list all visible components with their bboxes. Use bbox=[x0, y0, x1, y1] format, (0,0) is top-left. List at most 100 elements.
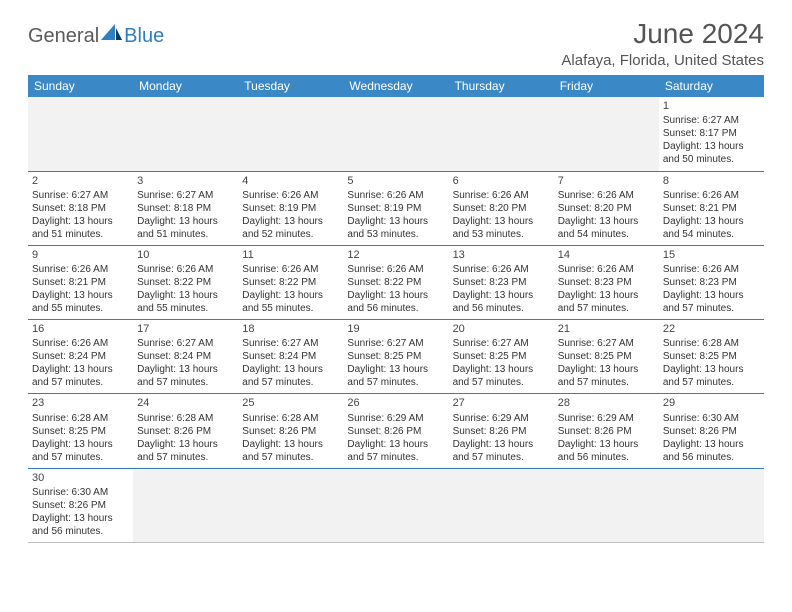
day-number: 12 bbox=[347, 248, 444, 262]
calendar-cell bbox=[554, 97, 659, 171]
calendar-cell: 23Sunrise: 6:28 AMSunset: 8:25 PMDayligh… bbox=[28, 394, 133, 468]
sunset-line: Sunset: 8:26 PM bbox=[137, 425, 234, 438]
daylight-line: Daylight: 13 hours and 55 minutes. bbox=[137, 289, 234, 315]
daylight-line: Daylight: 13 hours and 56 minutes. bbox=[32, 512, 129, 538]
sunset-line: Sunset: 8:24 PM bbox=[242, 350, 339, 363]
day-number: 29 bbox=[663, 396, 760, 410]
day-number: 15 bbox=[663, 248, 760, 262]
sunrise-line: Sunrise: 6:26 AM bbox=[347, 189, 444, 202]
calendar-cell: 17Sunrise: 6:27 AMSunset: 8:24 PMDayligh… bbox=[133, 320, 238, 394]
day-number: 26 bbox=[347, 396, 444, 410]
day-header-row: SundayMondayTuesdayWednesdayThursdayFrid… bbox=[28, 75, 764, 97]
sunrise-line: Sunrise: 6:26 AM bbox=[347, 263, 444, 276]
sunrise-line: Sunrise: 6:26 AM bbox=[453, 263, 550, 276]
sunrise-line: Sunrise: 6:30 AM bbox=[663, 412, 760, 425]
day-header: Friday bbox=[554, 75, 659, 97]
sunrise-line: Sunrise: 6:28 AM bbox=[242, 412, 339, 425]
sunrise-line: Sunrise: 6:28 AM bbox=[663, 337, 760, 350]
sunrise-line: Sunrise: 6:26 AM bbox=[663, 263, 760, 276]
calendar-cell: 25Sunrise: 6:28 AMSunset: 8:26 PMDayligh… bbox=[238, 394, 343, 468]
calendar-row: 30Sunrise: 6:30 AMSunset: 8:26 PMDayligh… bbox=[28, 468, 764, 542]
daylight-line: Daylight: 13 hours and 57 minutes. bbox=[347, 438, 444, 464]
daylight-line: Daylight: 13 hours and 53 minutes. bbox=[453, 215, 550, 241]
daylight-line: Daylight: 13 hours and 50 minutes. bbox=[663, 140, 760, 166]
calendar-cell: 5Sunrise: 6:26 AMSunset: 8:19 PMDaylight… bbox=[343, 171, 448, 245]
day-header: Sunday bbox=[28, 75, 133, 97]
calendar-cell: 9Sunrise: 6:26 AMSunset: 8:21 PMDaylight… bbox=[28, 245, 133, 319]
calendar-cell: 29 Sunrise: 6:30 AMSunset: 8:26 PMDayligh… bbox=[659, 394, 764, 468]
calendar-cell: 24Sunrise: 6:28 AMSunset: 8:26 PMDayligh… bbox=[133, 394, 238, 468]
sunrise-line: Sunrise: 6:27 AM bbox=[453, 337, 550, 350]
calendar-cell: 7Sunrise: 6:26 AMSunset: 8:20 PMDaylight… bbox=[554, 171, 659, 245]
day-header: Thursday bbox=[449, 75, 554, 97]
sunrise-line: Sunrise: 6:29 AM bbox=[347, 412, 444, 425]
calendar-cell bbox=[449, 97, 554, 171]
sunrise-line: Sunrise: 6:26 AM bbox=[32, 263, 129, 276]
daylight-line: Daylight: 13 hours and 57 minutes. bbox=[242, 438, 339, 464]
calendar-row: 2Sunrise: 6:27 AMSunset: 8:18 PMDaylight… bbox=[28, 171, 764, 245]
sunrise-line: Sunrise: 6:27 AM bbox=[558, 337, 655, 350]
daylight-line: Daylight: 13 hours and 57 minutes. bbox=[663, 363, 760, 389]
sunset-line: Sunset: 8:23 PM bbox=[558, 276, 655, 289]
sunrise-line: Sunrise: 6:26 AM bbox=[242, 189, 339, 202]
day-number: 5 bbox=[347, 174, 444, 188]
calendar-cell bbox=[449, 468, 554, 542]
calendar-row: 9Sunrise: 6:26 AMSunset: 8:21 PMDaylight… bbox=[28, 245, 764, 319]
sunset-line: Sunset: 8:24 PM bbox=[32, 350, 129, 363]
calendar-cell: 19Sunrise: 6:27 AMSunset: 8:25 PMDayligh… bbox=[343, 320, 448, 394]
day-number: 16 bbox=[32, 322, 129, 336]
calendar-cell bbox=[238, 468, 343, 542]
calendar-cell: 16Sunrise: 6:26 AMSunset: 8:24 PMDayligh… bbox=[28, 320, 133, 394]
sunset-line: Sunset: 8:25 PM bbox=[558, 350, 655, 363]
day-number: 2 bbox=[32, 174, 129, 188]
sunset-line: Sunset: 8:26 PM bbox=[558, 425, 655, 438]
day-number: 6 bbox=[453, 174, 550, 188]
day-number: 28 bbox=[558, 396, 655, 410]
sunset-line: Sunset: 8:25 PM bbox=[453, 350, 550, 363]
sunset-line: Sunset: 8:22 PM bbox=[242, 276, 339, 289]
sunrise-line: Sunrise: 6:26 AM bbox=[242, 263, 339, 276]
daylight-line: Daylight: 13 hours and 55 minutes. bbox=[32, 289, 129, 315]
daylight-line: Daylight: 13 hours and 56 minutes. bbox=[347, 289, 444, 315]
sunrise-line: Sunrise: 6:26 AM bbox=[137, 263, 234, 276]
daylight-line: Daylight: 13 hours and 54 minutes. bbox=[663, 215, 760, 241]
day-header: Saturday bbox=[659, 75, 764, 97]
calendar-cell: 27Sunrise: 6:29 AMSunset: 8:26 PMDayligh… bbox=[449, 394, 554, 468]
page-header: General Blue June 2024 Alafaya, Florida,… bbox=[28, 18, 764, 69]
calendar-cell bbox=[659, 468, 764, 542]
sunset-line: Sunset: 8:18 PM bbox=[137, 202, 234, 215]
sunset-line: Sunset: 8:22 PM bbox=[347, 276, 444, 289]
daylight-line: Daylight: 13 hours and 57 minutes. bbox=[32, 363, 129, 389]
daylight-line: Daylight: 13 hours and 57 minutes. bbox=[242, 363, 339, 389]
day-number: 7 bbox=[558, 174, 655, 188]
day-number: 20 bbox=[453, 322, 550, 336]
daylight-line: Daylight: 13 hours and 53 minutes. bbox=[347, 215, 444, 241]
sunrise-line: Sunrise: 6:26 AM bbox=[558, 189, 655, 202]
daylight-line: Daylight: 13 hours and 56 minutes. bbox=[558, 438, 655, 464]
sunset-line: Sunset: 8:20 PM bbox=[453, 202, 550, 215]
sunrise-line: Sunrise: 6:26 AM bbox=[32, 337, 129, 350]
day-number: 9 bbox=[32, 248, 129, 262]
calendar-cell: 13Sunrise: 6:26 AMSunset: 8:23 PMDayligh… bbox=[449, 245, 554, 319]
sunset-line: Sunset: 8:26 PM bbox=[663, 425, 760, 438]
sunrise-line: Sunrise: 6:26 AM bbox=[663, 189, 760, 202]
sunset-line: Sunset: 8:19 PM bbox=[242, 202, 339, 215]
sunset-line: Sunset: 8:20 PM bbox=[558, 202, 655, 215]
daylight-line: Daylight: 13 hours and 52 minutes. bbox=[242, 215, 339, 241]
sunrise-line: Sunrise: 6:27 AM bbox=[663, 114, 760, 127]
daylight-line: Daylight: 13 hours and 56 minutes. bbox=[663, 438, 760, 464]
daylight-line: Daylight: 13 hours and 57 minutes. bbox=[453, 438, 550, 464]
calendar-cell: 10Sunrise: 6:26 AMSunset: 8:22 PMDayligh… bbox=[133, 245, 238, 319]
sunrise-line: Sunrise: 6:26 AM bbox=[558, 263, 655, 276]
sunset-line: Sunset: 8:24 PM bbox=[137, 350, 234, 363]
sunset-line: Sunset: 8:23 PM bbox=[663, 276, 760, 289]
daylight-line: Daylight: 13 hours and 57 minutes. bbox=[558, 363, 655, 389]
day-number: 17 bbox=[137, 322, 234, 336]
day-number: 1 bbox=[663, 99, 760, 113]
calendar-cell bbox=[343, 468, 448, 542]
daylight-line: Daylight: 13 hours and 57 minutes. bbox=[32, 438, 129, 464]
calendar-cell: 28Sunrise: 6:29 AMSunset: 8:26 PMDayligh… bbox=[554, 394, 659, 468]
day-number: 22 bbox=[663, 322, 760, 336]
daylight-line: Daylight: 13 hours and 57 minutes. bbox=[137, 438, 234, 464]
calendar-cell: 6Sunrise: 6:26 AMSunset: 8:20 PMDaylight… bbox=[449, 171, 554, 245]
